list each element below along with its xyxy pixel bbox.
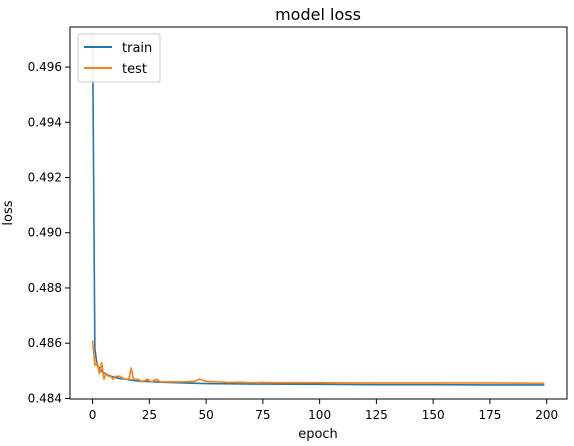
x-tick-label: 200 [535,408,558,422]
y-tick-label: 0.496 [28,60,62,74]
series-layer [91,33,545,386]
x-tick-label: 0 [89,408,97,422]
y-tick-label: 0.484 [28,391,62,405]
chart-title: model loss [275,5,361,24]
x-tick-label: 150 [422,408,445,422]
x-tick-label: 75 [255,408,270,422]
plot-frame [69,26,568,400]
y-tick-label: 0.488 [28,281,62,295]
y-tick-label: 0.490 [28,226,62,240]
series-line-test [91,340,545,385]
x-tick-label: 125 [365,408,388,422]
y-tick-label: 0.486 [28,336,62,350]
y-ticks: 0.484 0.486 0.488 0.490 0.492 0.494 0.496 [28,60,70,405]
y-tick-label: 0.494 [28,115,62,129]
y-tick-label: 0.492 [28,171,62,185]
legend: train test [77,33,161,83]
x-tick-label: 175 [478,408,501,422]
x-ticks: 0 25 50 75 100 125 150 175 200 [89,399,558,422]
x-tick-label: 25 [142,408,157,422]
legend-label-train: train [122,41,152,56]
x-tick-label: 50 [198,408,213,422]
y-axis-label: loss [1,200,16,225]
legend-label-test: test [122,62,147,77]
series-line-train [91,33,545,386]
x-axis-label: epoch [298,427,338,442]
x-tick-label: 100 [308,408,331,422]
